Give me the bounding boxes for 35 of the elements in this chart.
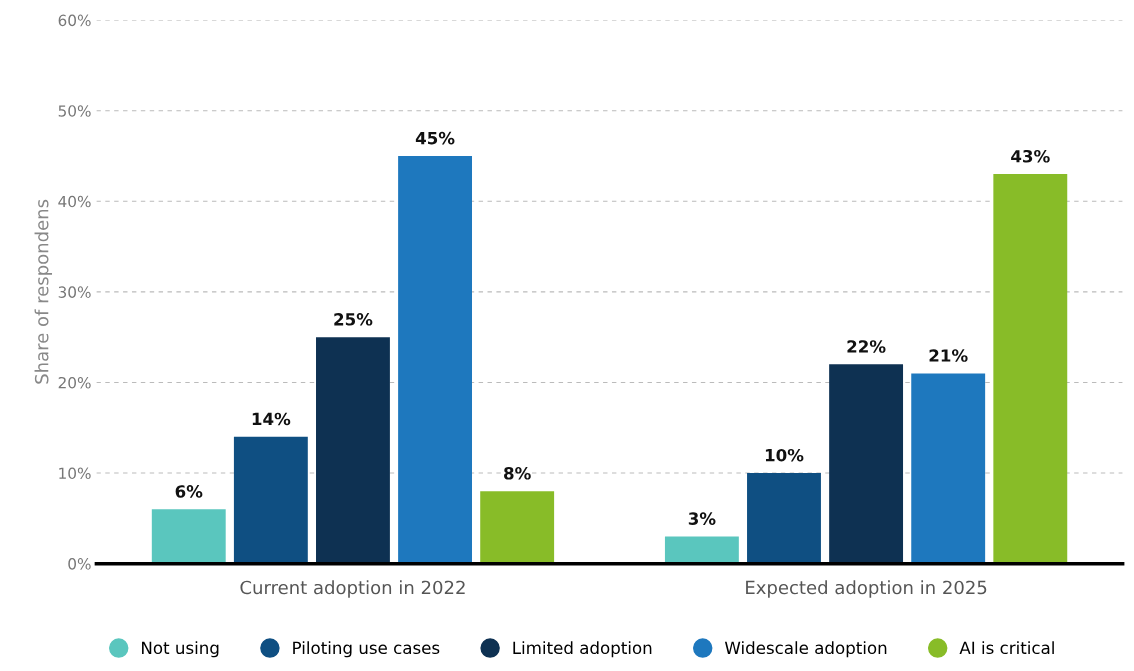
bar — [233, 436, 308, 564]
bar — [151, 509, 226, 564]
y-tick-label: 50% — [58, 105, 91, 117]
bar — [398, 156, 472, 564]
bar — [316, 337, 390, 564]
data-label: 25% — [334, 313, 373, 326]
y-tick-label: 30% — [58, 286, 91, 298]
y-tick-label: 0% — [68, 558, 91, 570]
data-label: 43% — [1011, 149, 1050, 163]
x-tick-label: Expected adoption in 2025 — [746, 580, 987, 598]
data-label: 3% — [688, 512, 716, 525]
legend-label: Widescale adoption — [724, 641, 887, 658]
y-tick-label: 10% — [59, 467, 91, 480]
legend-label: Piloting use cases — [293, 641, 440, 658]
legend-label: Limited adoption — [513, 641, 652, 658]
bar — [829, 364, 904, 564]
data-label: 45% — [415, 131, 455, 145]
data-label: 10% — [765, 448, 804, 462]
bar — [747, 473, 821, 564]
legend-label: Not using — [142, 641, 219, 658]
bar — [480, 491, 555, 564]
y-tick-label: 20% — [58, 376, 91, 389]
data-label: 14% — [252, 412, 291, 426]
bar — [911, 373, 986, 564]
data-label: 6% — [175, 485, 203, 498]
legend-label: AI is critical — [959, 641, 1054, 655]
data-label: 8% — [504, 467, 531, 480]
x-tick-label: Current adoption in 2022 — [240, 580, 465, 598]
y-tick-label: 40% — [58, 195, 91, 208]
data-label: 21% — [929, 349, 968, 362]
data-label: 22% — [847, 340, 886, 353]
bar — [993, 174, 1068, 564]
y-tick-label: 60% — [58, 14, 91, 27]
bar — [664, 536, 739, 564]
y-axis-title: Share of respondens — [34, 199, 53, 384]
